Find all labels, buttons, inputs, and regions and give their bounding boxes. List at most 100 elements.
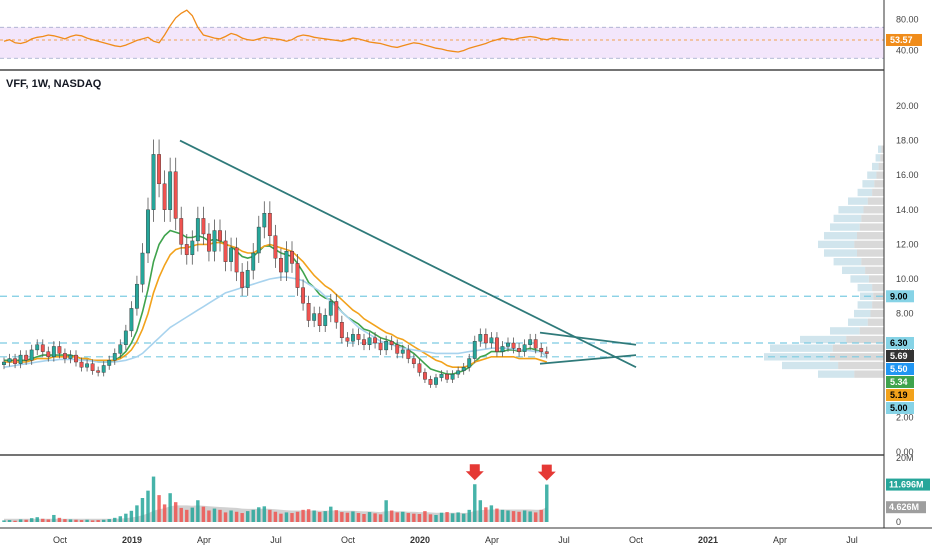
volume-bar [207,510,211,522]
down-arrow-icon [537,464,556,481]
candle-body [500,346,505,352]
price-badge-label: 5.50 [890,364,908,374]
volume-bar [18,519,23,522]
volume-bar [190,507,195,522]
volume-profile-bar [874,180,884,188]
candle-body [423,372,427,380]
candle-body [35,344,40,351]
volume-bar [401,511,405,522]
candle-body [201,218,206,235]
volume-bar [500,509,505,522]
candle-body [101,365,106,373]
candle-body [478,334,483,342]
candle-body [517,347,521,352]
volume-bar [417,514,422,522]
price-badge [886,349,914,362]
volume-profile-bar [854,370,884,378]
price-tick-label: 0.00 [896,447,914,457]
volume-bar [461,513,466,522]
volume-bar [262,506,267,522]
volume-bar [168,493,172,522]
price-tick-label: 16.00 [896,170,919,180]
volume-bar [450,513,455,522]
candle-body [29,349,34,361]
candle-body [450,373,455,380]
candle-body [118,344,123,354]
candle-body [362,339,366,345]
price-badge [886,336,914,349]
volume-bar [439,512,444,522]
rsi-current-badge [886,33,922,46]
volume-bar [323,511,327,522]
time-axis[interactable]: Oct 2019 Apr Jul Oct 2020 Apr Jul Oct 2021 Apr Jul [53,535,858,545]
candle-body [273,235,278,259]
price-tick-label: 20.00 [896,101,919,111]
volume-bar [96,520,100,522]
candle-body [140,252,145,285]
price-badge [886,388,914,401]
rsi-pane[interactable]: 40.00 80.00 53.57 [0,9,922,59]
candle-body [506,342,510,347]
rsi-current-label: 53.57 [890,35,913,45]
candle-body [339,322,344,339]
price-tick-label: 12.00 [896,239,919,249]
rsi-line [3,9,569,53]
price-badge-label: 5.69 [890,351,908,361]
volume-pane[interactable]: 20M 0 11.696M 4.626M [2,453,930,527]
volume-profile-bar [861,257,884,266]
volume-profile-bar [818,370,855,378]
time-tick-label: Apr [485,535,499,545]
candle-body [528,339,533,345]
candle-body [146,209,150,254]
rsi-band [0,27,884,59]
volume-bar [533,512,538,522]
candle-body [184,244,189,255]
price-badge-label: 5.19 [890,390,908,400]
candle-body [190,240,195,255]
candle-body [395,344,400,354]
volume-bar [124,513,128,522]
candle-body [389,341,394,345]
price-pane[interactable] [0,139,884,388]
volume-profile-bar [872,162,879,171]
volume-bar [212,508,217,522]
volume-profile-bar [861,214,884,223]
price-badge [886,290,914,303]
time-tick-label: 2021 [698,535,718,545]
volume-bar [13,520,17,522]
candle-body [323,315,328,326]
volume-profile-bar [867,197,884,205]
volume-bar [423,511,427,522]
price-badge-label: 9.00 [890,291,908,301]
candle-body [417,363,422,373]
candle-body [68,354,73,359]
time-tick-label: Oct [629,535,644,545]
price-axis[interactable]: 0.002.004.006.008.0010.0012.0014.0016.00… [886,101,919,457]
candle-body [13,358,17,364]
volume-bar [367,512,372,522]
volume-bar [245,511,250,522]
candle-body [356,334,361,340]
volume-profile-bar [867,318,884,326]
candle-body [511,342,516,349]
volume-bar [140,498,145,522]
volume-ma-label: 4.626M [889,502,919,512]
volume-current-badge [886,478,930,491]
candle-body [229,247,233,262]
volume-bar [185,509,189,522]
volume-bar [495,508,499,522]
candle-body [40,344,45,352]
candle-body [46,351,51,358]
volume-bar [257,507,261,522]
volume-profile-bar [859,223,884,231]
candle-body [135,283,139,309]
candle-body [472,341,477,359]
volume-profile-bar [830,223,860,231]
volume-bar [284,512,289,522]
candle-body [290,251,294,264]
candle-body [74,354,78,363]
volume-bar [113,517,117,522]
price-badge [886,362,914,375]
volume-bar [511,511,516,522]
